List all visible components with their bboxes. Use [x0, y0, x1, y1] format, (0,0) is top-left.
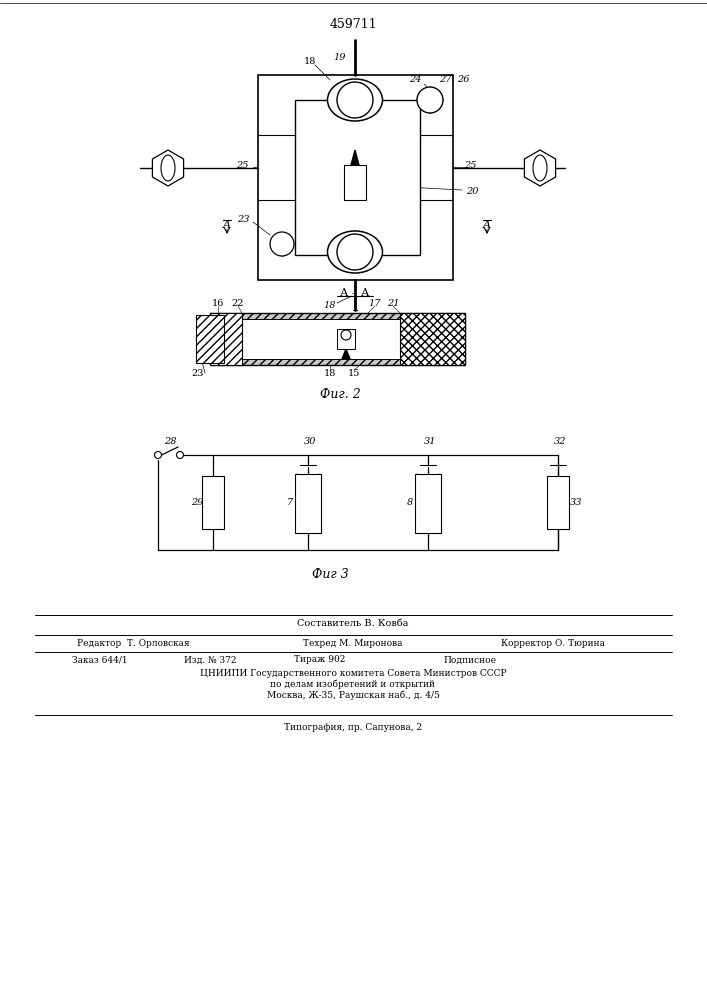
Text: 30: 30 — [304, 436, 316, 446]
Text: Изд. № 372: Изд. № 372 — [184, 656, 236, 664]
Circle shape — [177, 452, 184, 458]
Text: Фиг 3: Фиг 3 — [312, 568, 349, 582]
Circle shape — [337, 234, 373, 270]
Ellipse shape — [327, 79, 382, 121]
Text: А – А: А – А — [340, 288, 370, 298]
Text: 16: 16 — [212, 298, 224, 308]
Ellipse shape — [161, 155, 175, 181]
Text: 22: 22 — [232, 298, 244, 308]
Text: Тираж 902: Тираж 902 — [294, 656, 346, 664]
Text: 7: 7 — [287, 498, 293, 507]
Text: ЦНИИПИ Государственного комитета Совета Министров СССР: ЦНИИПИ Государственного комитета Совета … — [199, 668, 506, 678]
Text: Фиг. 2: Фиг. 2 — [320, 388, 361, 401]
Text: 23: 23 — [192, 368, 204, 377]
Bar — [210, 313, 465, 365]
Circle shape — [337, 82, 373, 118]
Text: Москва, Ж-35, Раушская наб., д. 4/5: Москва, Ж-35, Раушская наб., д. 4/5 — [267, 690, 440, 700]
Bar — [196, 315, 224, 363]
Polygon shape — [525, 150, 556, 186]
Text: 26: 26 — [457, 76, 469, 85]
Text: по делам изобретений и открытий: по делам изобретений и открытий — [271, 679, 436, 689]
Text: 31: 31 — [423, 436, 436, 446]
Text: 27: 27 — [439, 76, 451, 85]
Text: Подписное: Подписное — [443, 656, 496, 664]
Text: Составитель В. Ковба: Составитель В. Ковба — [298, 619, 409, 629]
Text: 28: 28 — [164, 436, 176, 446]
Text: 459711: 459711 — [329, 18, 377, 31]
Circle shape — [270, 232, 294, 256]
Text: 29: 29 — [191, 498, 203, 507]
Bar — [202, 476, 224, 529]
Text: Заказ 644/1: Заказ 644/1 — [72, 656, 128, 664]
Bar — [547, 476, 569, 529]
Text: 24: 24 — [409, 76, 421, 85]
Circle shape — [341, 330, 351, 340]
Text: 19: 19 — [334, 53, 346, 62]
Polygon shape — [342, 349, 350, 359]
Text: 20: 20 — [466, 188, 478, 196]
Text: 18: 18 — [304, 57, 316, 66]
Text: 32: 32 — [554, 436, 566, 446]
Text: 23: 23 — [237, 216, 250, 225]
Text: Типография, пр. Сапунова, 2: Типография, пр. Сапунова, 2 — [284, 722, 422, 732]
Polygon shape — [153, 150, 184, 186]
Text: A: A — [483, 220, 491, 230]
Text: Техред М. Миронова: Техред М. Миронова — [303, 639, 403, 648]
Polygon shape — [351, 150, 359, 165]
Ellipse shape — [533, 155, 547, 181]
Text: 8: 8 — [407, 498, 413, 507]
Text: 21: 21 — [387, 298, 399, 308]
Text: Редактор  Т. Орловская: Редактор Т. Орловская — [76, 639, 189, 648]
Circle shape — [155, 452, 161, 458]
Bar — [258, 75, 453, 280]
Text: 33: 33 — [570, 498, 583, 507]
Ellipse shape — [327, 231, 382, 273]
Text: 18: 18 — [324, 300, 337, 310]
Bar — [337, 329, 355, 349]
Text: 17: 17 — [369, 298, 381, 308]
Bar — [344, 165, 366, 200]
Bar — [295, 474, 321, 533]
Text: Корректор О. Тюрина: Корректор О. Тюрина — [501, 639, 605, 648]
Text: 15: 15 — [348, 368, 360, 377]
Text: A: A — [223, 220, 231, 230]
Bar — [295, 100, 420, 255]
Text: 18: 18 — [324, 368, 337, 377]
Bar — [415, 474, 441, 533]
Circle shape — [417, 87, 443, 113]
Bar — [228, 319, 447, 359]
Bar — [210, 313, 242, 365]
Text: 25: 25 — [464, 160, 477, 169]
Bar — [400, 313, 465, 365]
Text: 25: 25 — [235, 160, 248, 169]
